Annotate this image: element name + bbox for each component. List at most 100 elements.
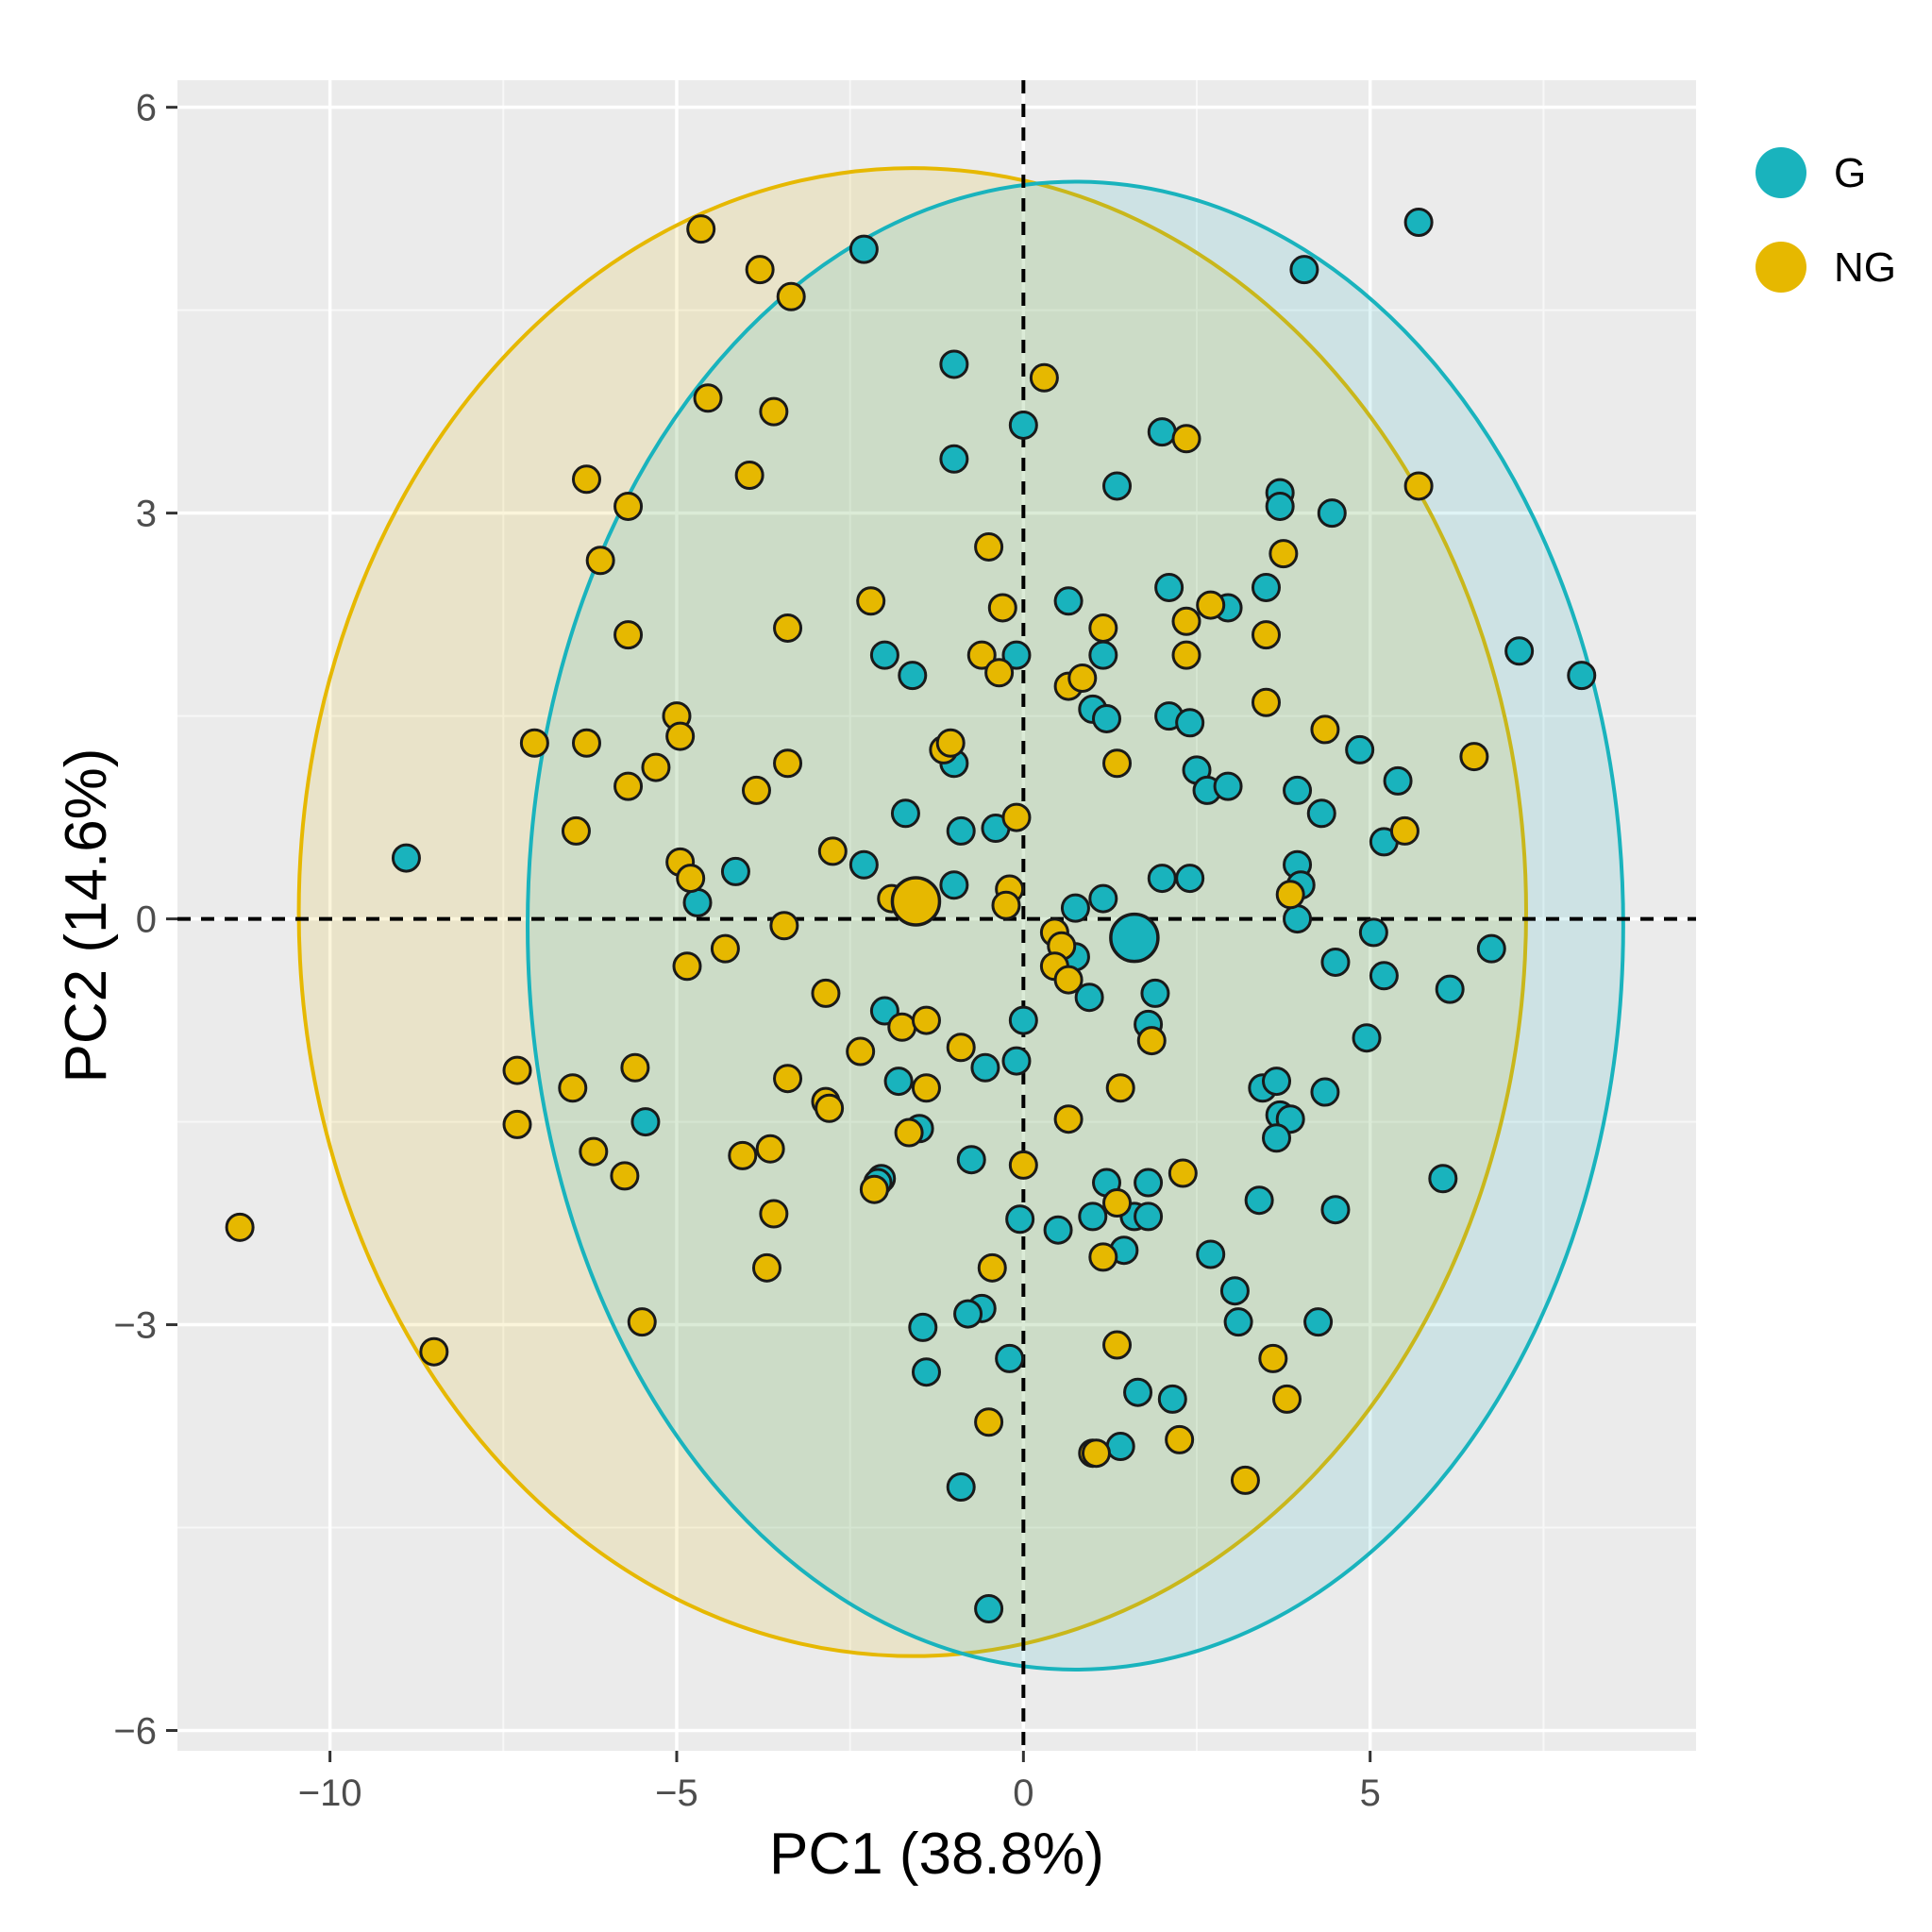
y-tick-label: −6 (113, 1711, 157, 1753)
point-ng (755, 1134, 785, 1164)
point-g (939, 349, 969, 379)
point-ng (977, 1252, 1007, 1283)
point-g (1262, 1123, 1292, 1153)
point-ng (1081, 1438, 1111, 1469)
point-ng (984, 658, 1015, 688)
point-g (1060, 893, 1090, 923)
point-g (1088, 883, 1118, 914)
point-ng (1102, 1330, 1133, 1360)
point-g (1317, 498, 1347, 529)
point-g (1078, 1201, 1108, 1232)
point-g (939, 870, 969, 900)
point-g (1053, 586, 1084, 616)
point-ng (710, 933, 740, 964)
zero-reference-lines (177, 80, 1696, 1751)
point-ng (773, 748, 803, 779)
point-g (1369, 961, 1399, 991)
point-ng (1251, 687, 1281, 717)
point-ng (561, 815, 591, 846)
x-tick-label: −10 (298, 1772, 362, 1814)
point-ng (1001, 802, 1032, 832)
point-g (1005, 1204, 1035, 1235)
point-g (1008, 1005, 1038, 1035)
point-g (946, 815, 976, 846)
x-tick-label: 5 (1360, 1772, 1381, 1814)
point-g (1244, 1185, 1274, 1216)
point-ng (991, 890, 1021, 920)
y-tick-label: 6 (136, 88, 157, 129)
point-g (1092, 703, 1122, 733)
point-g (956, 1145, 986, 1175)
point-g (1008, 410, 1038, 440)
point-g (1345, 734, 1375, 764)
point-g (1157, 1384, 1187, 1414)
x-axis-title: PC1 (38.8%) (769, 1822, 1104, 1887)
point-ng (1029, 362, 1059, 393)
point-ng (686, 214, 716, 244)
point-g (1088, 640, 1118, 670)
point-g (1213, 771, 1243, 801)
point-ng (734, 460, 764, 490)
point-ng (1230, 1465, 1260, 1495)
centroid-g (1109, 912, 1160, 964)
y-tick-label: −3 (113, 1305, 157, 1347)
point-g (1504, 636, 1535, 666)
point-g (1251, 572, 1281, 602)
point-g (911, 1357, 941, 1387)
legend-label-g: G (1834, 150, 1866, 196)
point-g (1476, 933, 1506, 964)
point-ng (1136, 1026, 1167, 1056)
point-g (1352, 1023, 1382, 1053)
point-g (1196, 1239, 1226, 1269)
point-ng (585, 546, 615, 576)
point-ng (759, 1199, 789, 1229)
point-g (1403, 207, 1434, 237)
point-ng (751, 1252, 781, 1283)
point-g (1320, 947, 1351, 977)
point-g (682, 887, 713, 917)
point-ng (935, 728, 966, 758)
point-ng (1168, 1158, 1198, 1188)
point-ng (693, 383, 723, 413)
point-ng (1251, 620, 1281, 650)
point-g (1147, 864, 1177, 894)
point-g (953, 1299, 983, 1329)
point-g (1043, 1215, 1073, 1245)
point-ng (1088, 1242, 1118, 1272)
point-ng (225, 1212, 255, 1242)
data-points (225, 207, 1597, 1624)
point-ng (579, 1136, 609, 1167)
point-g (890, 798, 920, 829)
point-ng (676, 864, 706, 894)
legend: G NG (1756, 147, 1896, 293)
point-g (869, 640, 899, 670)
x-tick-label: 0 (1013, 1772, 1033, 1814)
point-ng (1275, 880, 1305, 910)
point-ng (558, 1073, 588, 1103)
point-g (1074, 983, 1104, 1013)
point-ng (610, 1161, 640, 1191)
legend-label-ng: NG (1834, 244, 1896, 291)
point-g (1435, 974, 1465, 1004)
ellipse-g (526, 179, 1625, 1672)
point-ng (1171, 640, 1201, 670)
point-ng (894, 1117, 924, 1148)
point-g (970, 1052, 1000, 1083)
point-g (630, 1107, 661, 1137)
point-ng (1171, 424, 1201, 454)
point-ng (1102, 1188, 1133, 1218)
point-ng (1008, 1150, 1038, 1180)
point-ng (1403, 471, 1434, 501)
point-g (1358, 917, 1388, 948)
x-tick-label: −5 (655, 1772, 698, 1814)
point-ng (1389, 815, 1420, 846)
point-g (1175, 864, 1205, 894)
point-g (908, 1312, 938, 1342)
point-g (883, 1067, 914, 1097)
point-ng (911, 1073, 941, 1103)
point-g (1134, 1201, 1164, 1232)
point-ng (776, 281, 806, 311)
point-ng (672, 951, 702, 982)
point-g (1123, 1377, 1153, 1407)
